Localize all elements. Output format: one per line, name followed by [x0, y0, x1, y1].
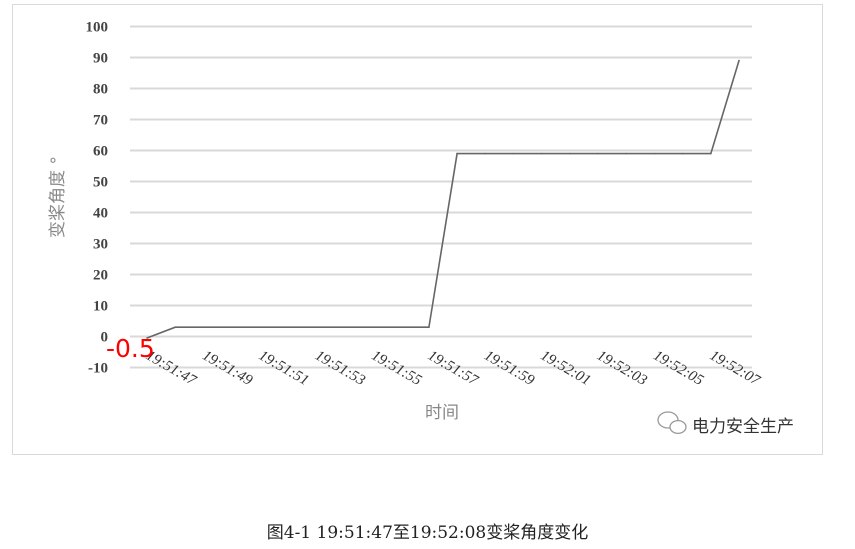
- y-tick-label: 80: [93, 82, 108, 98]
- data-point: [230, 326, 233, 329]
- data-point: [710, 152, 712, 155]
- data-point: [540, 152, 543, 155]
- y-tick-label: 70: [93, 113, 108, 129]
- y-tick-label: 40: [93, 206, 108, 222]
- x-axis-title: 时间: [425, 403, 459, 423]
- y-tick-label: 60: [93, 144, 108, 160]
- data-point: [625, 152, 628, 155]
- series-line: [146, 60, 740, 339]
- annotation-label: -0.5: [106, 334, 155, 363]
- data-point: [738, 59, 740, 62]
- y-tick-label: 90: [93, 51, 108, 67]
- data-point: [371, 326, 374, 329]
- y-tick-label: 100: [86, 20, 109, 36]
- wechat-icon: [657, 411, 687, 435]
- y-tick-label: 20: [93, 268, 108, 284]
- data-point: [174, 326, 176, 329]
- y-tick-label: -10: [88, 361, 108, 377]
- data-point: [315, 326, 317, 329]
- y-tick-label: 50: [93, 175, 108, 191]
- data-point: [428, 326, 430, 329]
- y-tick-label: 0: [101, 330, 109, 346]
- y-tick-label: 30: [93, 237, 108, 253]
- chart-frame: [12, 4, 823, 455]
- data-point: [653, 152, 656, 155]
- data-point: [681, 152, 684, 155]
- data-point: [202, 326, 205, 329]
- data-point: [287, 326, 289, 329]
- y-axis-title: 变桨角度 °: [48, 156, 68, 238]
- x-tick-label: 19:52:07: [707, 348, 764, 390]
- data-point: [258, 326, 261, 329]
- data-point: [343, 326, 346, 329]
- data-point: [569, 152, 571, 155]
- data-point: [484, 152, 487, 155]
- data-point: [146, 337, 148, 339]
- data-point: [512, 152, 515, 155]
- watermark-text: 电力安全生产: [692, 417, 794, 437]
- x-tick-label: 19:51:57: [425, 348, 482, 390]
- data-point: [597, 152, 599, 155]
- data-point: [399, 326, 402, 329]
- figure-caption: 图4-1 19:51:47至19:52:08变桨角度变化: [266, 523, 589, 543]
- y-tick-label: 10: [93, 299, 108, 315]
- data-point: [456, 152, 458, 155]
